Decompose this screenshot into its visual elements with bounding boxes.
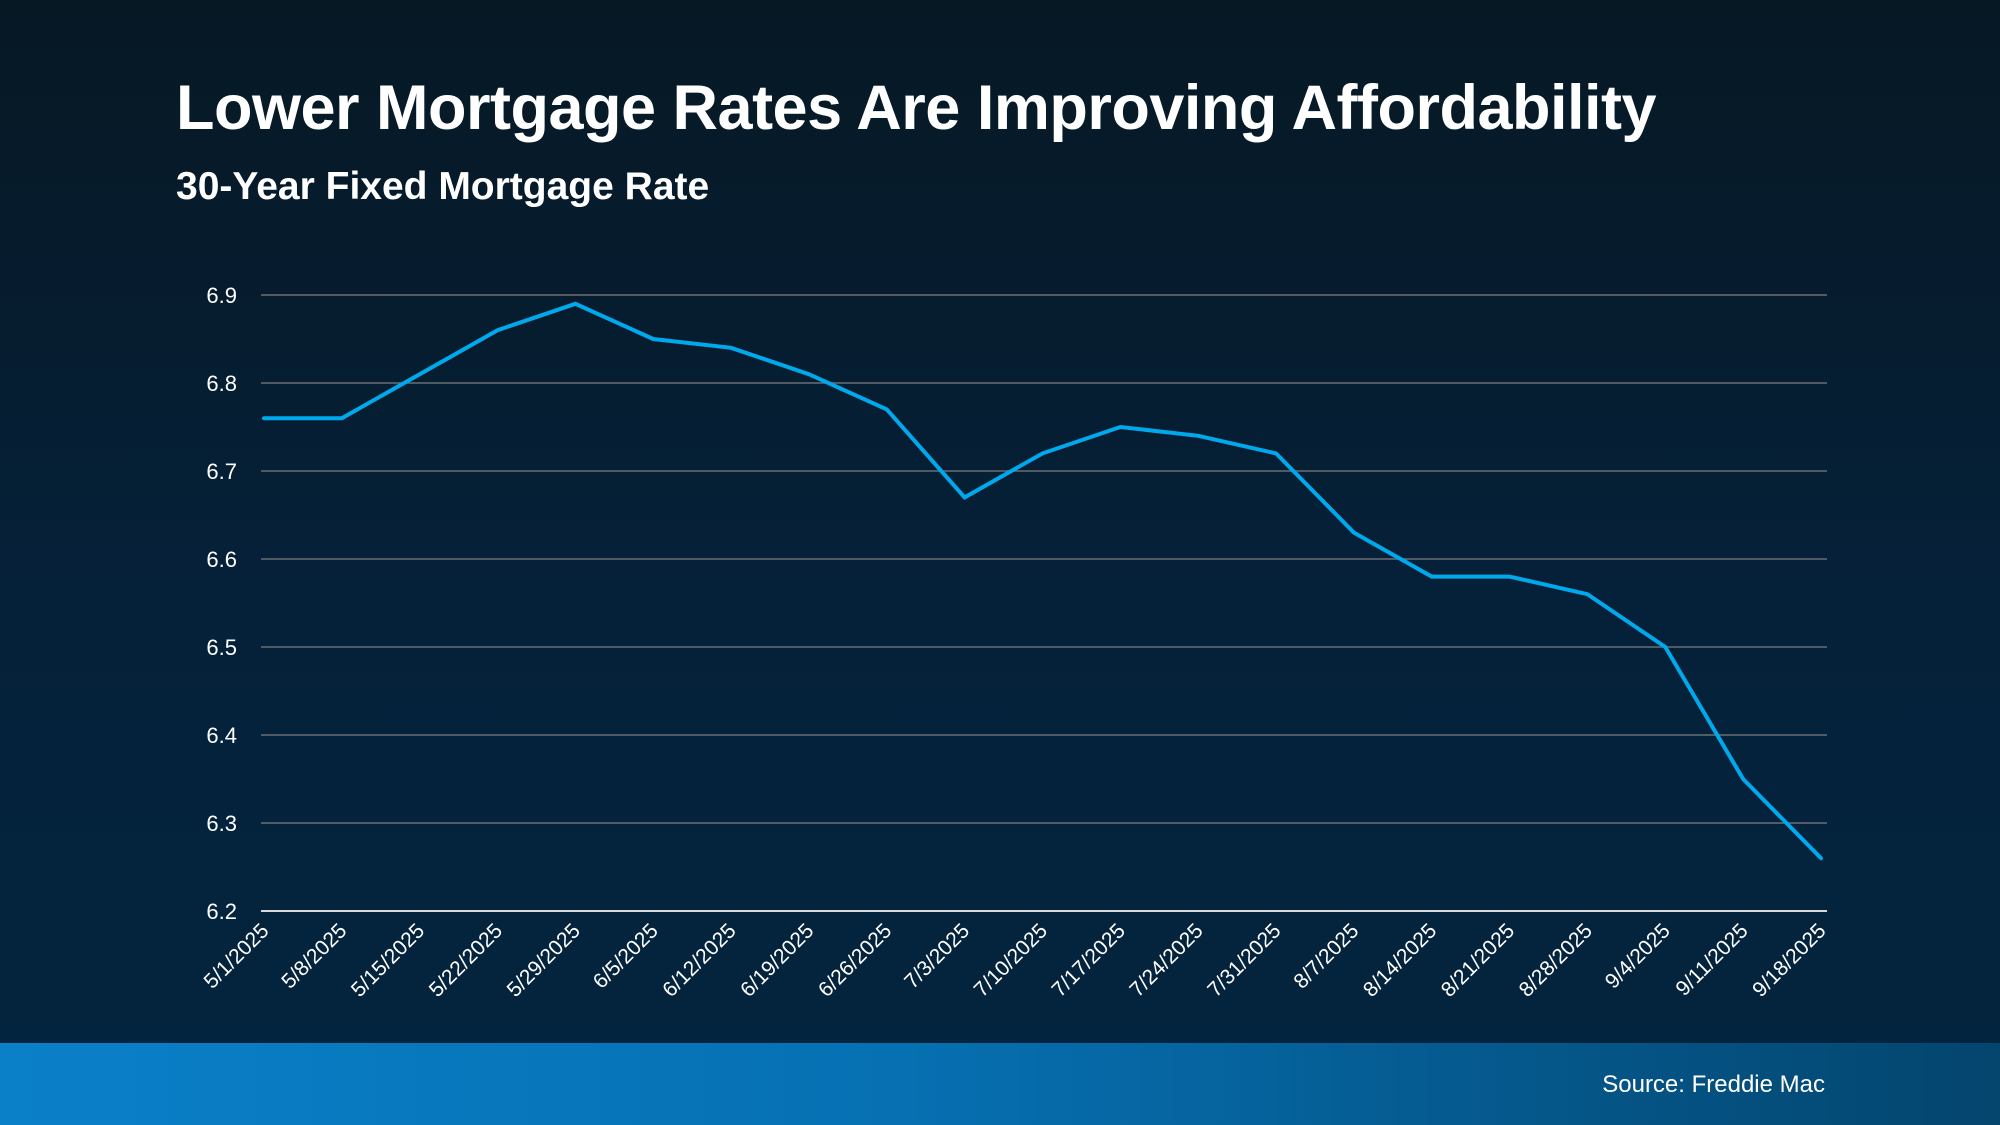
y-tick-label: 6.2 xyxy=(206,899,237,924)
x-tick-label: 9/18/2025 xyxy=(1748,919,1830,1001)
y-tick-label: 6.8 xyxy=(206,371,237,396)
x-tick-label: 5/22/2025 xyxy=(425,919,507,1001)
y-tick-label: 6.3 xyxy=(206,811,237,836)
y-tick-label: 6.9 xyxy=(206,283,237,308)
x-tick-label: 7/10/2025 xyxy=(970,919,1052,1001)
x-tick-label: 5/29/2025 xyxy=(503,919,585,1001)
x-tick-label: 8/7/2025 xyxy=(1289,919,1363,993)
x-tick-label: 6/26/2025 xyxy=(814,919,896,1001)
chart-subtitle: 30-Year Fixed Mortgage Rate xyxy=(176,165,710,208)
y-tick-label: 6.5 xyxy=(206,635,237,660)
line-chart: 6.2 6.3 6.4 6.5 6.6 6.7 6.8 6.9 5/1/2025 5/8/2025… xyxy=(199,283,1830,1001)
x-tick-label: 9/11/2025 xyxy=(1671,919,1752,1000)
x-tick-label: 6/19/2025 xyxy=(736,919,818,1001)
x-tick-label: 5/8/2025 xyxy=(277,919,351,993)
x-tick-label: 7/24/2025 xyxy=(1125,919,1207,1001)
x-tick-label: 7/31/2025 xyxy=(1203,919,1285,1001)
x-tick-label: 5/15/2025 xyxy=(347,919,429,1001)
x-tick-label: 6/5/2025 xyxy=(589,919,663,993)
footer-band: Source: Freddie Mac xyxy=(0,1043,2000,1125)
x-tick-label: 7/3/2025 xyxy=(900,919,974,993)
x-tick-label: 8/28/2025 xyxy=(1515,919,1597,1001)
x-tick-label: 7/17/2025 xyxy=(1048,919,1130,1001)
y-tick-label: 6.7 xyxy=(206,459,237,484)
source-label: Source: Freddie Mac xyxy=(1602,1071,1825,1098)
y-tick-label: 6.6 xyxy=(206,547,237,572)
x-tick-label: 5/1/2025 xyxy=(199,919,273,993)
y-tick-label: 6.4 xyxy=(206,723,237,748)
x-tick-label: 6/12/2025 xyxy=(658,919,740,1001)
x-tick-label: 8/21/2025 xyxy=(1437,919,1519,1001)
x-tick-label: 9/4/2025 xyxy=(1601,919,1675,993)
x-tick-label: 8/14/2025 xyxy=(1359,919,1441,1001)
series-line xyxy=(262,301,1823,861)
chart-title: Lower Mortgage Rates Are Improving Affor… xyxy=(176,73,1657,143)
